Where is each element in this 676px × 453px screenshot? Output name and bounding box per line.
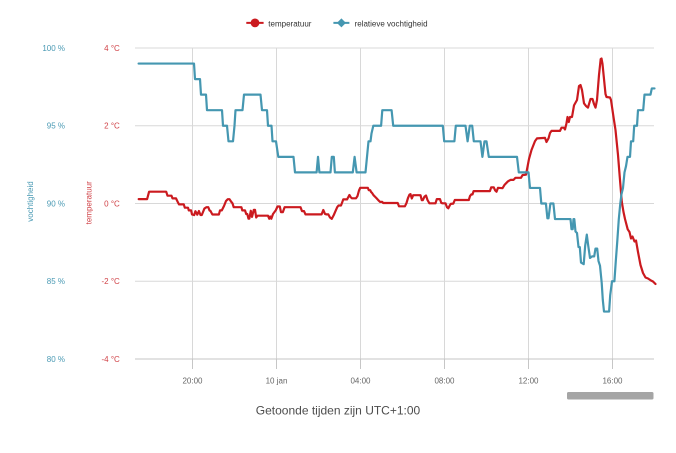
svg-text:20:00: 20:00: [182, 377, 203, 386]
svg-text:100 %: 100 %: [42, 44, 65, 53]
svg-text:vochtigheid: vochtigheid: [26, 181, 35, 221]
svg-text:2 °C: 2 °C: [104, 122, 120, 131]
svg-text:80 %: 80 %: [47, 355, 65, 364]
svg-text:85 %: 85 %: [47, 277, 65, 286]
svg-text:10 jan: 10 jan: [266, 377, 288, 386]
svg-text:4 °C: 4 °C: [104, 44, 120, 53]
svg-text:relatieve vochtigheid: relatieve vochtigheid: [355, 19, 428, 28]
svg-text:temperatuur: temperatuur: [268, 19, 311, 28]
svg-text:temperatuur: temperatuur: [84, 181, 93, 224]
svg-text:90 %: 90 %: [47, 199, 65, 208]
svg-text:0 °C: 0 °C: [104, 199, 120, 208]
svg-text:-4 °C: -4 °C: [101, 355, 120, 364]
svg-text:08:00: 08:00: [434, 377, 455, 386]
svg-text:12:00: 12:00: [518, 377, 539, 386]
svg-text:95 %: 95 %: [47, 122, 65, 131]
svg-text:Getoonde tijden zijn UTC+1:00: Getoonde tijden zijn UTC+1:00: [256, 403, 421, 417]
svg-text:-2 °C: -2 °C: [101, 277, 120, 286]
svg-text:04:00: 04:00: [350, 377, 371, 386]
svg-text:16:00: 16:00: [602, 377, 623, 386]
